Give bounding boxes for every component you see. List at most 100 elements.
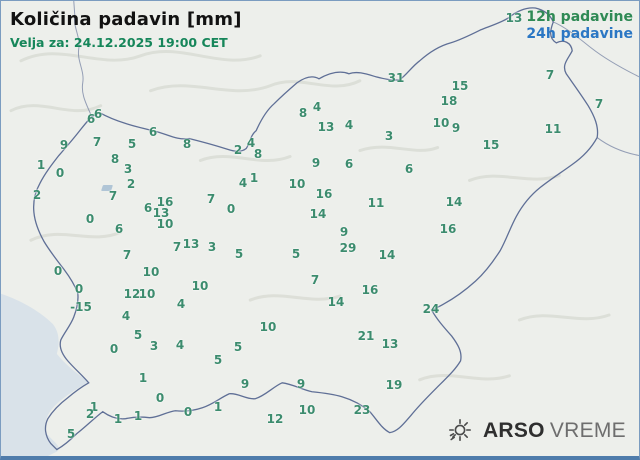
station-value: 5 [291, 247, 301, 261]
station-value: 3 [207, 240, 217, 254]
station-value: 1 [89, 400, 99, 414]
station-value: 3 [149, 339, 159, 353]
station-value: 18 [440, 94, 458, 108]
border-italy-austria [73, 1, 93, 117]
station-value: 13 [182, 237, 200, 251]
station-value: 8 [253, 147, 263, 161]
border-hungary-croatia [596, 137, 639, 157]
station-value: 5 [133, 328, 143, 342]
station-value: 9 [296, 377, 306, 391]
station-value: 9 [451, 121, 461, 135]
station-value: 16 [439, 222, 457, 236]
legend-12h-link[interactable]: 12h padavine [526, 9, 633, 25]
station-value: 4 [344, 118, 354, 132]
station-value: 12 [123, 287, 141, 301]
station-value: 9 [339, 225, 349, 239]
station-value: 0 [74, 282, 84, 296]
station-value: 10 [259, 320, 277, 334]
station-value: 4 [175, 338, 185, 352]
station-value: 5 [213, 353, 223, 367]
station-value: 9 [311, 156, 321, 170]
station-value: 3 [384, 129, 394, 143]
station-value: 15 [451, 79, 469, 93]
sun-icon [448, 418, 471, 442]
station-value: 0 [85, 212, 95, 226]
station-value: 7 [310, 273, 320, 287]
station-value: 3 [123, 162, 133, 176]
station-value: 0 [226, 202, 236, 216]
station-value: 10 [191, 279, 209, 293]
station-value: 7 [172, 240, 182, 254]
station-value: 7 [545, 68, 555, 82]
station-value: 21 [357, 329, 375, 343]
station-value: 6 [143, 201, 153, 215]
station-value: 4 [246, 136, 256, 150]
station-value: 9 [59, 138, 69, 152]
station-value: 11 [544, 122, 562, 136]
station-value: 5 [66, 427, 76, 441]
station-value: 16 [315, 187, 333, 201]
station-value: 1 [113, 412, 123, 426]
station-value: 7 [594, 97, 604, 111]
station-value: 5 [127, 137, 137, 151]
station-value: 1 [249, 171, 259, 185]
station-value: 13 [317, 120, 335, 134]
station-value: 14 [445, 195, 463, 209]
station-value: 10 [156, 217, 174, 231]
station-value: 4 [312, 100, 322, 114]
station-value: 4 [121, 309, 131, 323]
station-value: 14 [327, 295, 345, 309]
station-value: 8 [298, 106, 308, 120]
station-value: 10 [288, 177, 306, 191]
station-value: 0 [53, 264, 63, 278]
station-value: 10 [432, 116, 450, 130]
station-value: 4 [176, 297, 186, 311]
station-value: 11 [367, 196, 385, 210]
station-value: 23 [353, 403, 371, 417]
slovenia-border [33, 7, 599, 451]
station-value: 31 [387, 71, 405, 85]
station-value: 6 [93, 107, 103, 121]
station-value: 2 [233, 143, 243, 157]
arso-vreme-logo: ARSO VREME [444, 416, 626, 446]
validity-timestamp: Velja za: 24.12.2025 19:00 CET [10, 35, 228, 50]
station-value: 0 [109, 342, 119, 356]
period-switch: 12h padavine 24h padavine [526, 9, 633, 43]
station-value: 29 [339, 241, 357, 255]
station-value: 5 [234, 247, 244, 261]
station-value: 10 [298, 403, 316, 417]
station-value: 8 [182, 137, 192, 151]
station-value: 7 [108, 189, 118, 203]
station-value: 1 [138, 371, 148, 385]
station-value: 1 [133, 409, 143, 423]
station-value: 16 [156, 195, 174, 209]
station-value: -15 [70, 300, 92, 314]
station-value: 10 [138, 287, 156, 301]
station-value: 9 [240, 377, 250, 391]
station-value: 7 [92, 135, 102, 149]
station-value: 12 [266, 412, 284, 426]
logo-product: VREME [549, 419, 626, 442]
station-value: 2 [32, 188, 42, 202]
legend-24h-link[interactable]: 24h padavine [526, 26, 633, 42]
station-value: 5 [233, 340, 243, 354]
station-value: 1 [213, 400, 223, 414]
station-value: 24 [422, 302, 440, 316]
station-value: 13 [152, 206, 170, 220]
station-value: 6 [114, 222, 124, 236]
station-value: 14 [309, 207, 327, 221]
station-value: 6 [86, 112, 96, 126]
station-value: 13 [505, 11, 523, 25]
station-value: 7 [206, 192, 216, 206]
station-value: 6 [404, 162, 414, 176]
station-value: 0 [155, 391, 165, 405]
logo-wordmark: ARSO VREME [483, 419, 626, 443]
border-austria-hungary [553, 21, 639, 78]
station-value: 2 [85, 407, 95, 421]
station-value: 4 [238, 176, 248, 190]
station-value: 13 [381, 337, 399, 351]
station-value: 0 [55, 166, 65, 180]
station-value: 6 [344, 157, 354, 171]
station-value: 1 [36, 158, 46, 172]
